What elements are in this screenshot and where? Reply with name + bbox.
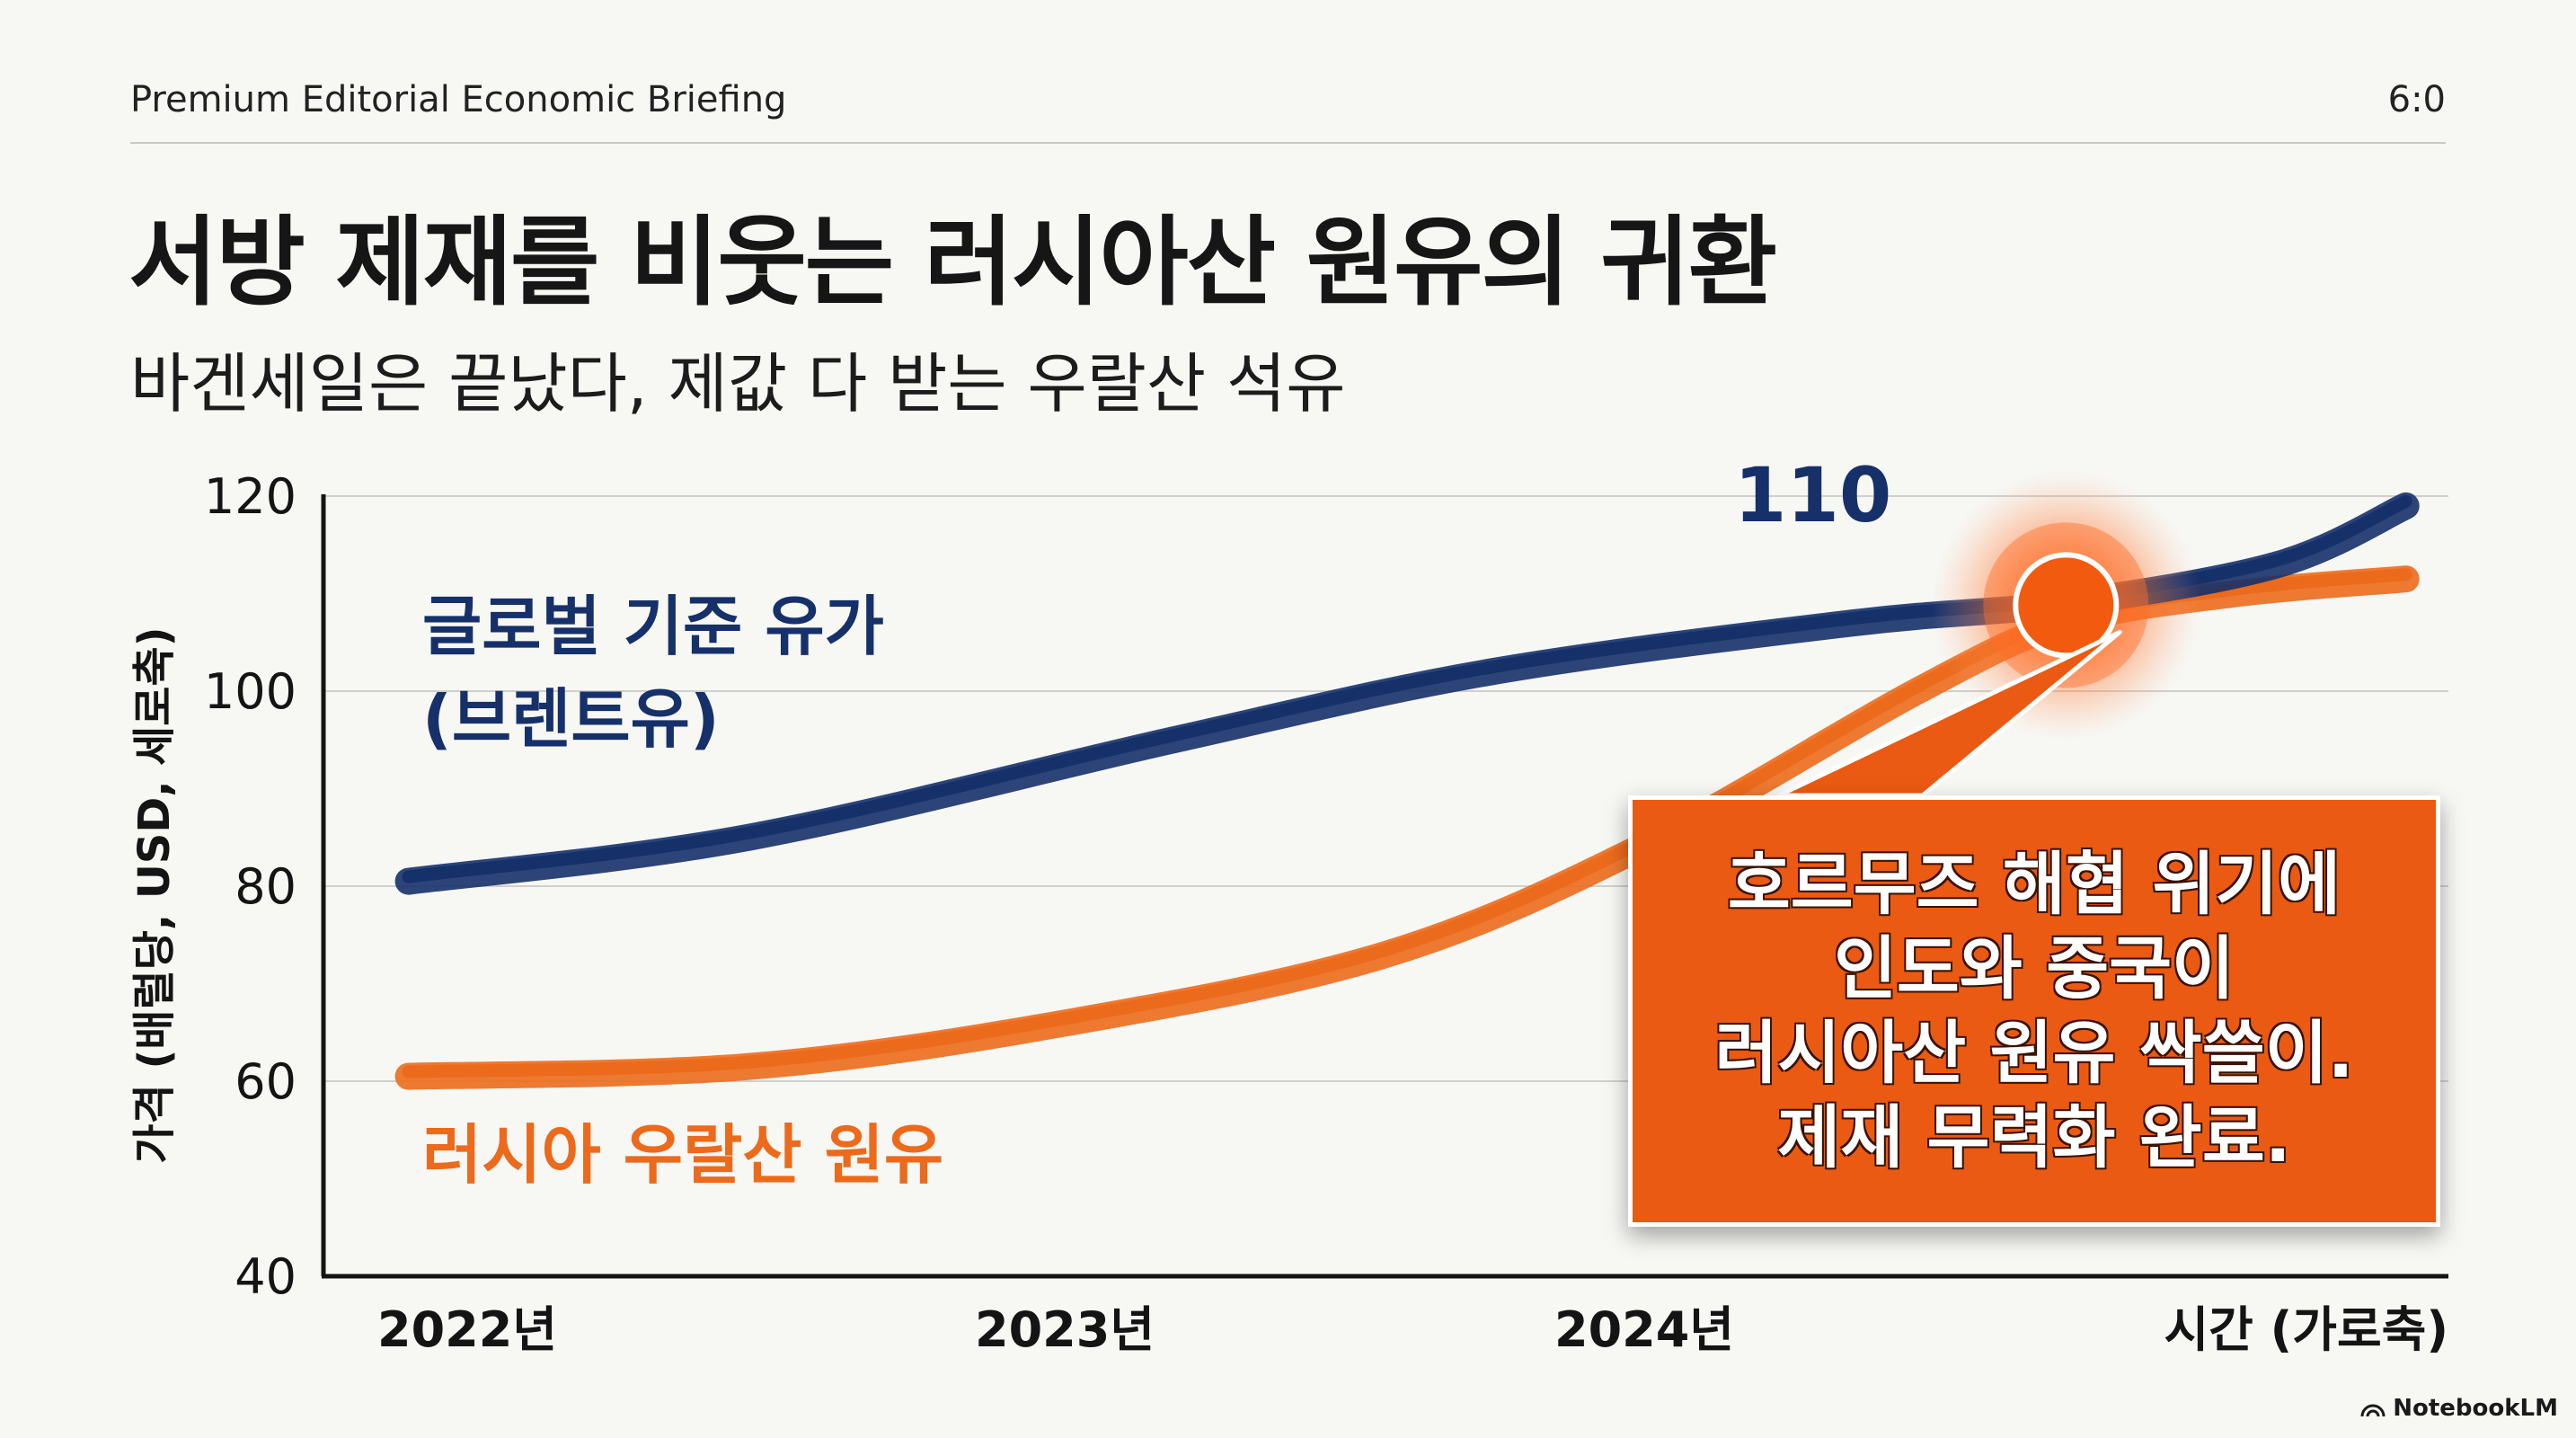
y-tick-label: 100 xyxy=(204,663,297,720)
callout-line: 러시아산 원유 싹쓸이. xyxy=(1714,1013,2354,1093)
annotation-callout: 호르무즈 해협 위기에 인도와 중국이 러시아산 원유 싹쓸이. 제재 무력화 … xyxy=(1628,795,2440,1227)
notebooklm-icon xyxy=(2360,1404,2386,1417)
brent-label: 글로벌 기준 유가 xyxy=(422,589,884,664)
brent-end-value: 110 xyxy=(1734,451,1891,539)
x-tick-label: 2022년 xyxy=(377,1301,557,1358)
callout-line: 인도와 중국이 xyxy=(1834,928,2235,1008)
y-tick-label: 120 xyxy=(204,468,297,525)
notebooklm-logo: NotebookLM xyxy=(2360,1395,2558,1422)
y-axis-title: 가격 (배럴당, USD, 세로축) xyxy=(129,626,180,1163)
x-tick-label: 2023년 xyxy=(975,1301,1155,1358)
y-tick-label: 80 xyxy=(235,858,297,915)
y-tick-label: 40 xyxy=(235,1248,297,1305)
y-tick-label: 60 xyxy=(235,1053,297,1110)
page-number: 6:0 xyxy=(2387,79,2446,120)
header-brand: Premium Editorial Economic Briefing xyxy=(130,79,787,120)
logo-text: NotebookLM xyxy=(2393,1395,2558,1422)
callout-line: 호르무즈 해협 위기에 xyxy=(1727,843,2341,924)
crossover-highlight xyxy=(1776,470,2201,798)
chart-labels: 40 60 80 100 120 2022년 2023년 2024년 시간 (가로축) 가격 (배… xyxy=(129,451,2448,1358)
x-axis-title: 시간 (가로축) xyxy=(2164,1301,2448,1358)
x-tick-label: 2024년 xyxy=(1554,1301,1734,1358)
page-subtitle: 바겐세일은 끝났다, 제값 다 받는 우랄산 석유 xyxy=(130,346,1346,422)
urals-label: 러시아 우랄산 원유 xyxy=(422,1117,943,1193)
header-divider xyxy=(130,142,2446,144)
brent-label-sub: (브렌트유) xyxy=(422,681,720,757)
page-title: 서방 제재를 비웃는 러시아산 원유의 귀환 xyxy=(128,207,1777,319)
axes xyxy=(321,494,2448,1279)
callout-line: 제재 무력화 완료. xyxy=(1777,1097,2291,1178)
